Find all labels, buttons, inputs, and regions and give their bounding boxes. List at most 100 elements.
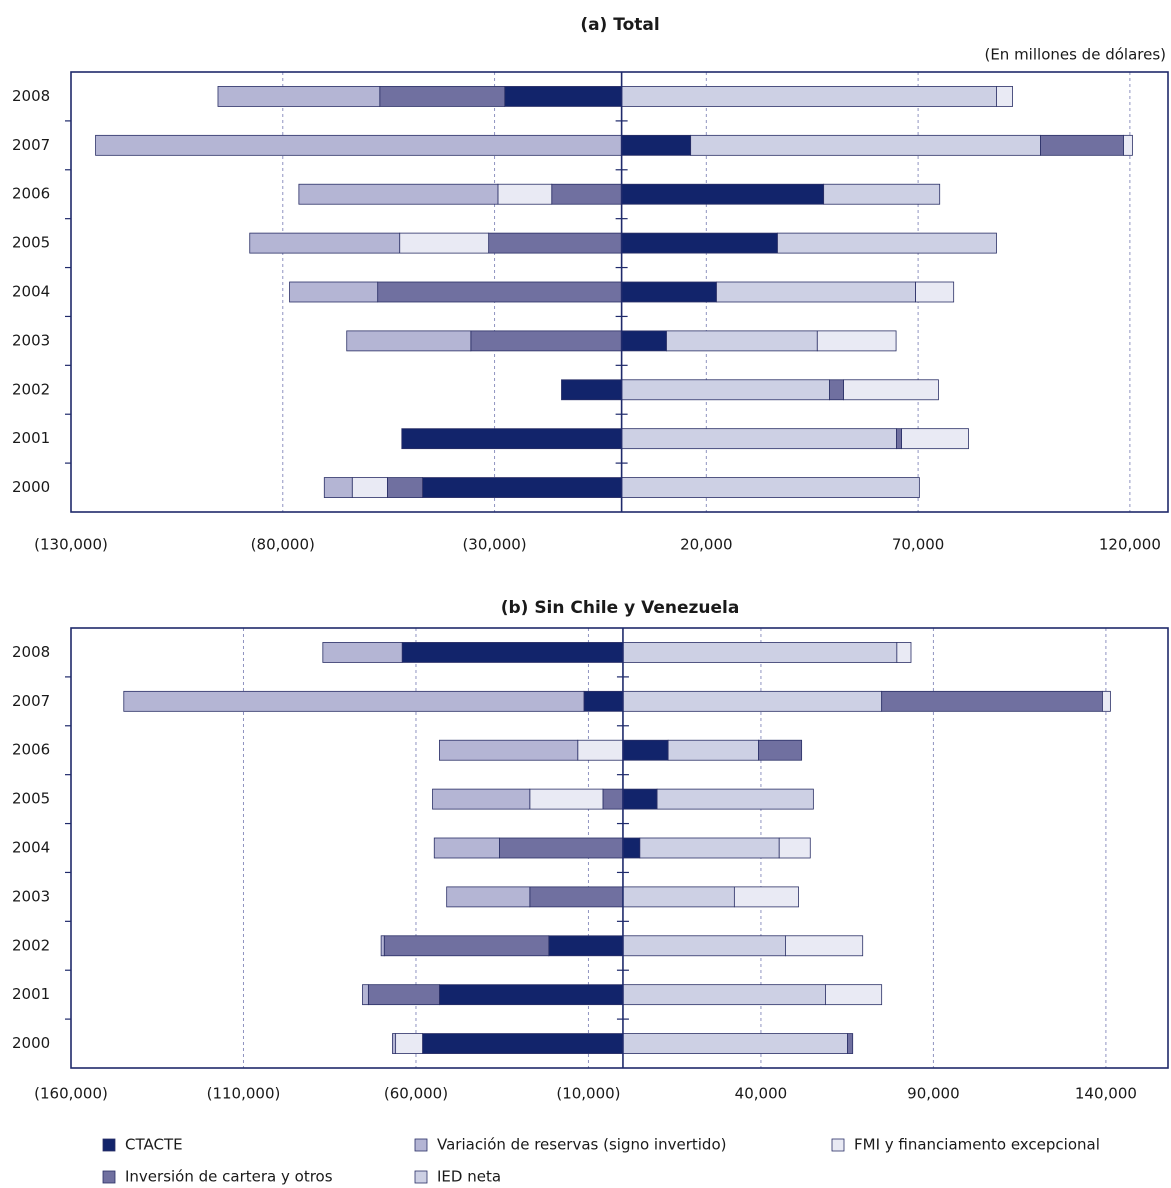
bar-segment: [583, 690, 624, 712]
x-tick-label: (130,000): [34, 536, 108, 554]
bar-segment: [499, 837, 624, 859]
bar-segment: IED neta: [621, 86, 997, 107]
x-tick-label: (80,000): [251, 536, 315, 554]
bar-segment: [529, 788, 604, 810]
bar-segment: IED neta: [716, 281, 916, 303]
bar-segment: FMI y financiamento excepcional: [996, 86, 1013, 107]
x-tick-label: (110,000): [207, 1085, 281, 1103]
y-tick-label: 2007: [12, 692, 50, 710]
y-tick-label: 2001: [12, 985, 50, 1003]
y-tick-label: 2000: [12, 1034, 50, 1052]
bar-segment: [432, 788, 531, 810]
bar-segment: [825, 984, 883, 1006]
bar-segment: IED neta: [777, 232, 997, 254]
chart-title: (b) Sin Chile y Venezuela: [501, 598, 740, 618]
chart-title: (a) Total: [580, 15, 659, 35]
bar-segment: Variación de reservas (signo invertido): [95, 134, 623, 156]
legend-swatch: [102, 1138, 116, 1152]
bar-segment: [881, 690, 1103, 712]
plot-frame: [70, 71, 1169, 513]
bar-segment: [622, 788, 658, 810]
bar-segment: [847, 1033, 854, 1054]
legend-swatch: [414, 1138, 428, 1152]
y-tick-label: 2006: [12, 185, 50, 203]
y-tick-label: 2004: [12, 283, 50, 301]
bar-segment: [123, 690, 585, 712]
legend-label: Inversión de cartera y otros: [125, 1168, 333, 1186]
bar-segment: [622, 642, 898, 663]
bar-segment: Variación de reservas (signo invertido): [298, 183, 499, 205]
bar-segment: [422, 1033, 624, 1054]
bar-segment: FMI y financiamento excepcional: [901, 428, 969, 450]
y-tick-label: 2005: [12, 790, 50, 808]
bar-segment: [602, 788, 624, 810]
bar-segment: Inversión de cartera y otros: [896, 428, 902, 450]
y-tick-label: 2008: [12, 643, 50, 661]
x-tick-label: 70,000: [892, 536, 945, 554]
bar-segment: CTACTE: [621, 232, 778, 254]
bar-segment: [622, 984, 826, 1006]
legend-swatch: [414, 1170, 428, 1184]
x-tick-label: 120,000: [1099, 536, 1161, 554]
bar-segment: CTACTE: [561, 379, 623, 401]
x-tick-label: (10,000): [556, 1085, 620, 1103]
bar-segment: [439, 984, 624, 1006]
bar-segment: [439, 739, 579, 761]
bar-segment: [667, 739, 759, 761]
bar-segment: [433, 837, 500, 859]
bar-segment: [896, 642, 912, 663]
legend-label: Variación de reservas (signo invertido): [437, 1136, 726, 1154]
bar-segment: Variación de reservas (signo invertido): [249, 232, 401, 254]
bar-segment: [758, 739, 803, 761]
bar-segment: IED neta: [690, 134, 1041, 156]
y-tick-label: 2003: [12, 331, 50, 349]
bar-segment: [622, 690, 883, 712]
bar-segment: CTACTE: [422, 477, 623, 498]
bar-segment: [577, 739, 624, 761]
bar-segment: [392, 1033, 397, 1054]
y-tick-label: 2001: [12, 429, 50, 447]
bar-segment: CTACTE: [621, 330, 667, 352]
bar-segment: Inversión de cartera y otros: [379, 86, 506, 107]
bar-segment: [622, 837, 641, 859]
bar-segment: Variación de reservas (signo invertido): [289, 281, 379, 303]
bar-segment: CTACTE: [504, 86, 623, 107]
bar-segment: [395, 1033, 423, 1054]
bar-segment: Inversión de cartera y otros: [470, 330, 623, 352]
chart-subtitle: (En millones de dólares): [984, 46, 1166, 64]
bar-segment: [401, 642, 624, 663]
bar-segment: [622, 886, 735, 908]
legend-swatch: [102, 1170, 116, 1184]
bar-segment: IED neta: [666, 330, 818, 352]
bar-segment: IED neta: [823, 183, 941, 205]
bar-segment: Variación de reservas (signo invertido): [323, 477, 353, 498]
y-tick-label: 2003: [12, 887, 50, 905]
bar-segment: [529, 886, 624, 908]
legend-label: FMI y financiamento excepcional: [854, 1136, 1100, 1154]
bar-segment: CTACTE: [621, 281, 717, 303]
y-tick-label: 2002: [12, 936, 50, 954]
bar-segment: CTACTE: [621, 134, 692, 156]
bar-segment: FMI y financiamento excepcional: [816, 330, 897, 352]
bar-segment: FMI y financiamento excepcional: [351, 477, 388, 498]
plot-frame: [70, 627, 1169, 1069]
x-tick-label: 140,000: [1075, 1085, 1137, 1103]
bar-segment: [656, 788, 814, 810]
bar-segment: [622, 739, 669, 761]
legend-label: IED neta: [437, 1168, 501, 1186]
bar-segment: [622, 1033, 848, 1054]
bar-segment: [548, 935, 624, 957]
y-tick-label: 2004: [12, 839, 50, 857]
bar-segment: [383, 935, 550, 957]
bar-segment: IED neta: [621, 477, 920, 498]
x-tick-label: 40,000: [735, 1085, 788, 1103]
bar-segment: Variación de reservas (signo invertido): [217, 86, 381, 107]
x-tick-label: 90,000: [907, 1085, 960, 1103]
bar-segment: FMI y financiamento excepcional: [399, 232, 490, 254]
y-tick-label: 2006: [12, 741, 50, 759]
bar-segment: Inversión de cartera y otros: [1040, 134, 1124, 156]
bar-segment: CTACTE: [621, 183, 825, 205]
bar-segment: [380, 935, 385, 957]
bar-segment: Inversión de cartera y otros: [377, 281, 623, 303]
bar-segment: CTACTE: [401, 428, 623, 450]
